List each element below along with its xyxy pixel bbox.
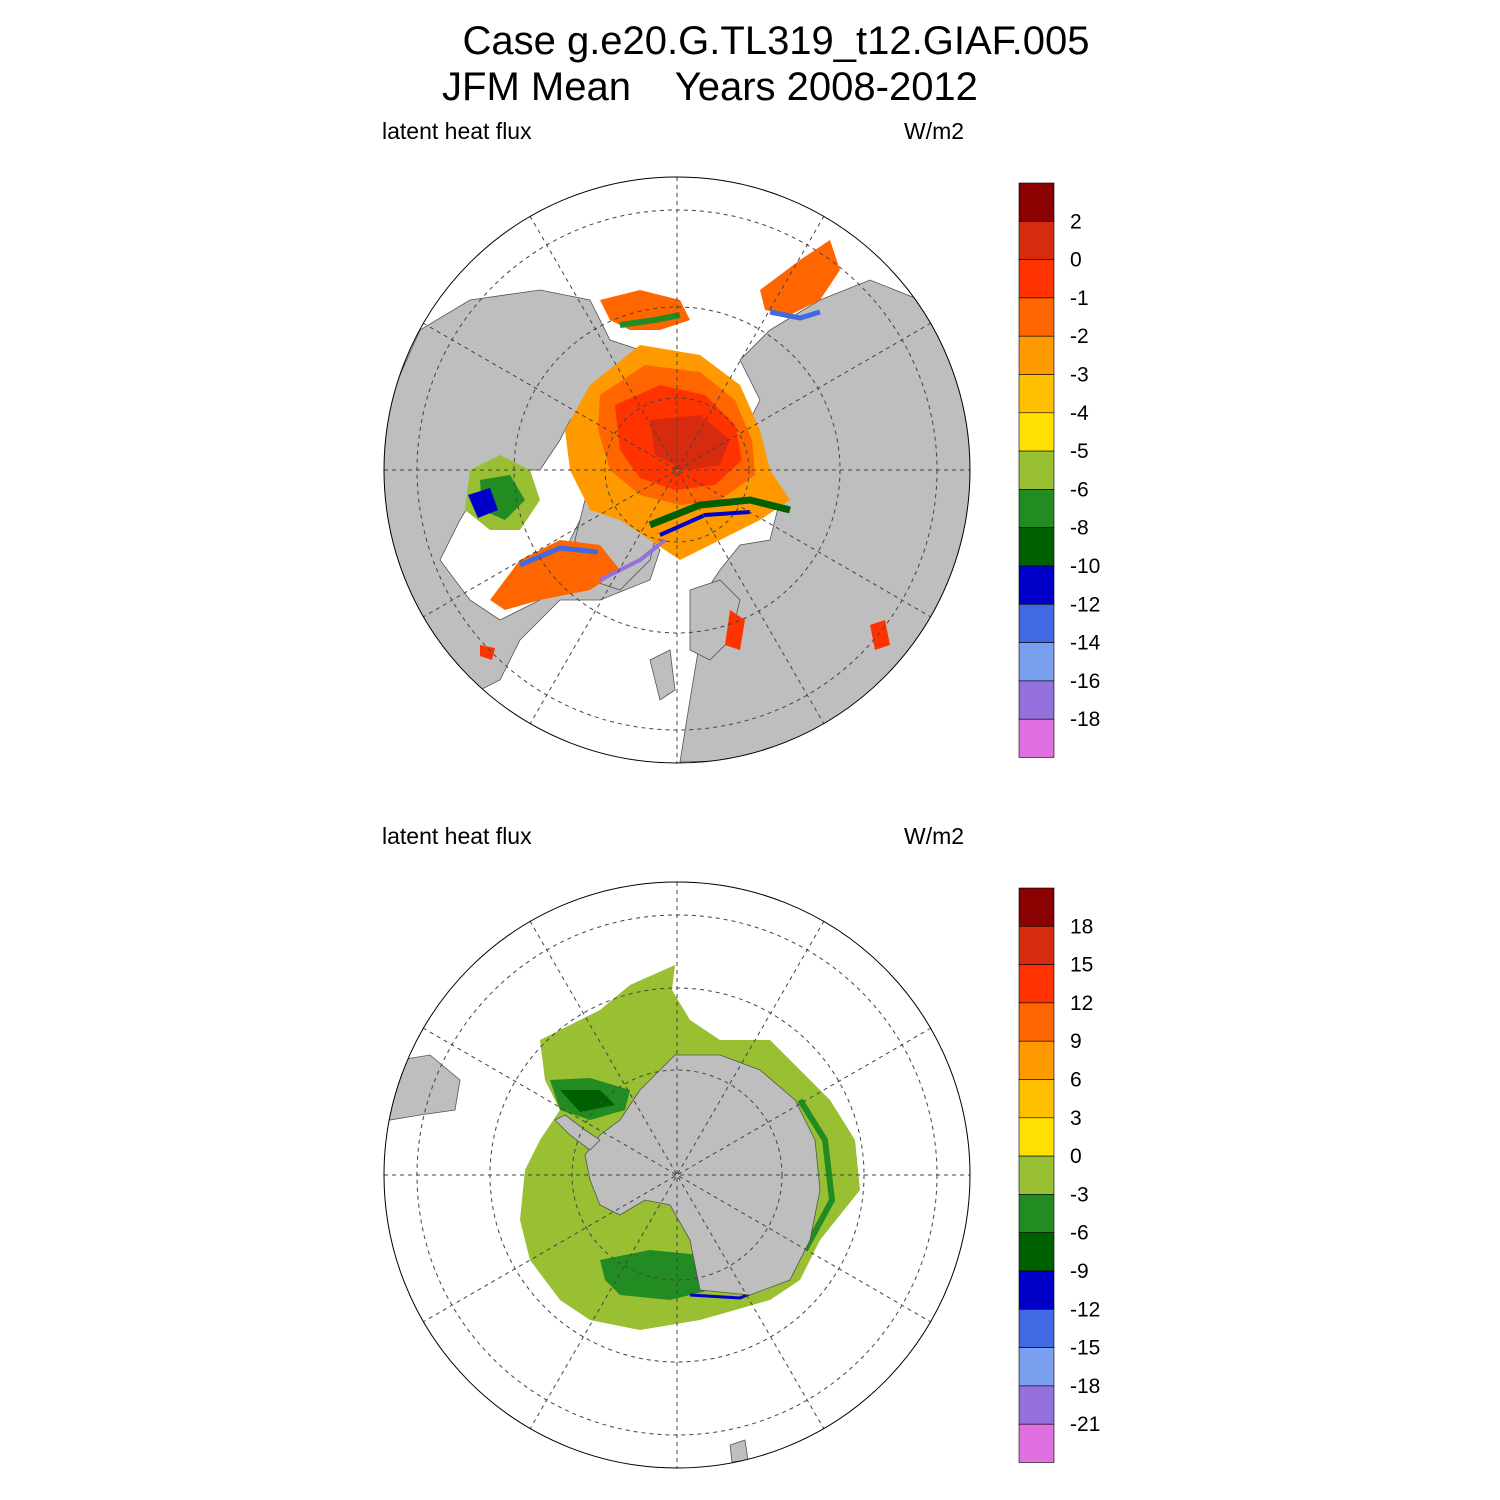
north-baltic-ice	[725, 610, 745, 650]
north-variable-label: latent heat flux	[382, 118, 532, 144]
north-ice-field-max	[650, 415, 730, 470]
north-colorbar-swatch	[1018, 527, 1055, 567]
south-colorbar-swatch	[1018, 1232, 1055, 1272]
north-bering-green-band	[619, 312, 681, 328]
south-polar-map	[383, 881, 971, 1469]
north-colorbar-swatch	[1018, 603, 1055, 643]
north-colorbar-swatch	[1018, 412, 1055, 452]
south-colorbar-label: 9	[1070, 1030, 1082, 1053]
south-colorbar-label: -15	[1070, 1337, 1100, 1360]
south-colorbar-swatch	[1018, 1040, 1055, 1080]
north-colorbar-swatch	[1018, 221, 1055, 260]
north-barents-green-band	[648, 496, 791, 529]
north-colorbar-swatch	[1018, 718, 1055, 758]
antarctica-land	[584, 1054, 821, 1296]
antarctic-peninsula-land	[554, 1114, 601, 1151]
north-colorbar-label: -2	[1070, 325, 1089, 348]
south-variable-label: latent heat flux	[382, 823, 532, 849]
north-colorbar-swatch	[1018, 374, 1055, 414]
north-colorbar: 2 0 -1 -2 -3 -4 -5 -6 -8 -10 -12 -14 -16 -18	[1018, 182, 1101, 758]
south-east-rim	[797, 1098, 836, 1252]
south-colorbar-label: -6	[1070, 1222, 1089, 1245]
south-colorbar-swatch	[1018, 1194, 1055, 1234]
south-colorbar-swatch	[1018, 1117, 1055, 1157]
north-colorbar-swatch	[1018, 450, 1055, 490]
south-colorbar-swatch	[1018, 1347, 1055, 1387]
north-okhotsk-blue-band	[769, 309, 821, 321]
south-colorbar-swatch	[1018, 1155, 1055, 1195]
figure-title-line-1: Case g.e20.G.TL319_t12.GIAF.005	[462, 19, 1090, 63]
north-colorbar-swatch	[1018, 297, 1055, 337]
north-colorbar-label: -18	[1070, 708, 1100, 731]
north-okhotsk-ice	[760, 240, 840, 315]
british-isles-land	[649, 649, 676, 701]
north-map-border	[383, 176, 971, 764]
north-colorbar-label: 0	[1070, 249, 1082, 272]
south-ross-ice	[600, 1250, 710, 1300]
north-baffin-blue-band	[519, 545, 599, 568]
north-graticule	[384, 177, 970, 763]
north-colorbar-swatch	[1018, 182, 1055, 222]
south-colorbar-swatch	[1018, 1385, 1055, 1425]
north-baffin-ice	[490, 540, 620, 610]
north-colorbar-label: -1	[1070, 287, 1089, 310]
north-colorbar-label: -4	[1070, 402, 1089, 425]
south-colorbar-swatch	[1018, 1423, 1055, 1463]
north-colorbar-label: -14	[1070, 632, 1101, 655]
north-japan-sea-ice	[870, 620, 890, 650]
north-colorbar-label: -12	[1070, 593, 1100, 616]
north-colorbar-swatch	[1018, 259, 1055, 299]
north-colorbar-label: -6	[1070, 478, 1089, 501]
south-colorbar-label: -3	[1070, 1183, 1089, 1206]
north-colorbar-label: -10	[1070, 555, 1100, 578]
south-units-label: W/m2	[904, 823, 965, 849]
south-colorbar-label: 0	[1070, 1145, 1082, 1168]
south-colorbar-swatch	[1018, 1079, 1055, 1119]
south-colorbar-swatch	[1018, 964, 1055, 1004]
south-colorbar-label: 18	[1070, 915, 1093, 938]
south-colorbar-label: -18	[1070, 1375, 1100, 1398]
north-colorbar-label: -8	[1070, 517, 1089, 540]
south-colorbar-label: -12	[1070, 1298, 1100, 1321]
south-colorbar-label: 6	[1070, 1069, 1082, 1092]
north-colorbar-label: -3	[1070, 364, 1089, 387]
south-colorbar-swatch	[1018, 887, 1055, 927]
north-colorbar-swatch	[1018, 489, 1055, 528]
north-barents-blue-band	[659, 510, 751, 537]
north-polar-map	[383, 176, 971, 764]
north-baffin-violet-band	[599, 538, 667, 582]
figure-title-line-2: JFM Mean Years 2008-2012	[442, 65, 978, 109]
south-colorbar-label: -21	[1070, 1413, 1100, 1436]
south-colorbar-swatch	[1018, 1309, 1055, 1348]
south-colorbar-swatch	[1018, 925, 1055, 965]
north-colorbar-swatch	[1018, 565, 1055, 605]
north-colorbar-swatch	[1018, 335, 1055, 375]
north-units-label: W/m2	[904, 118, 965, 144]
south-weddell-core	[560, 1090, 615, 1112]
north-colorbar-swatch	[1018, 680, 1055, 720]
south-map-border	[383, 881, 971, 1469]
south-colorbar-swatch	[1018, 1270, 1055, 1310]
south-colorbar: 18 15 12 9 6 3 0 -3 -6 -9 -12 -15 -18 -21	[1018, 887, 1100, 1463]
south-graticule	[384, 882, 970, 1468]
south-colorbar-swatch	[1018, 1002, 1055, 1042]
south-colorbar-label: 15	[1070, 954, 1093, 977]
north-colorbar-label: -5	[1070, 440, 1089, 463]
south-colorbar-label: 12	[1070, 992, 1093, 1015]
north-colorbar-label: 2	[1070, 210, 1082, 233]
north-colorbar-label: -16	[1070, 670, 1100, 693]
north-colorbar-swatch	[1018, 642, 1055, 682]
south-colorbar-label: 3	[1070, 1107, 1082, 1130]
north-hudson-ice-blue	[468, 488, 498, 518]
south-colorbar-label: -9	[1070, 1260, 1089, 1283]
north-st-lawrence-ice	[480, 645, 495, 660]
